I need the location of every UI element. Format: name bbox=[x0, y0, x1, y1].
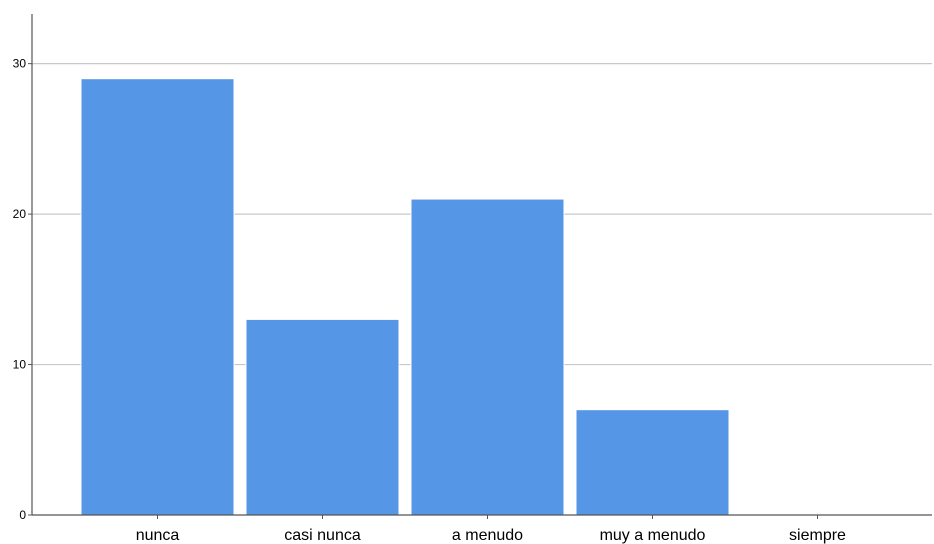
bar-nunca bbox=[80, 78, 235, 516]
x-tick-label: nunca bbox=[136, 527, 180, 544]
y-tick-label: 20 bbox=[13, 207, 27, 221]
x-tick-label: casi nunca bbox=[284, 527, 361, 544]
bar-casi-nunca bbox=[245, 318, 400, 516]
x-tick-label: a menudo bbox=[452, 527, 523, 544]
x-tick-label: muy a menudo bbox=[600, 527, 706, 544]
x-tick-label: siempre bbox=[789, 527, 846, 544]
y-tick-labels: 0 10 20 30 bbox=[13, 57, 27, 522]
bar-muy-a-menudo bbox=[575, 409, 730, 516]
x-tick-labels: nunca casi nunca a menudo muy a menudo siemp… bbox=[136, 527, 846, 544]
bar-a-menudo bbox=[410, 198, 565, 516]
axes bbox=[28, 14, 932, 519]
y-tick-label: 0 bbox=[19, 508, 26, 522]
y-tick-label: 30 bbox=[13, 57, 27, 71]
y-tick-label: 10 bbox=[13, 358, 27, 372]
bars bbox=[80, 78, 730, 516]
